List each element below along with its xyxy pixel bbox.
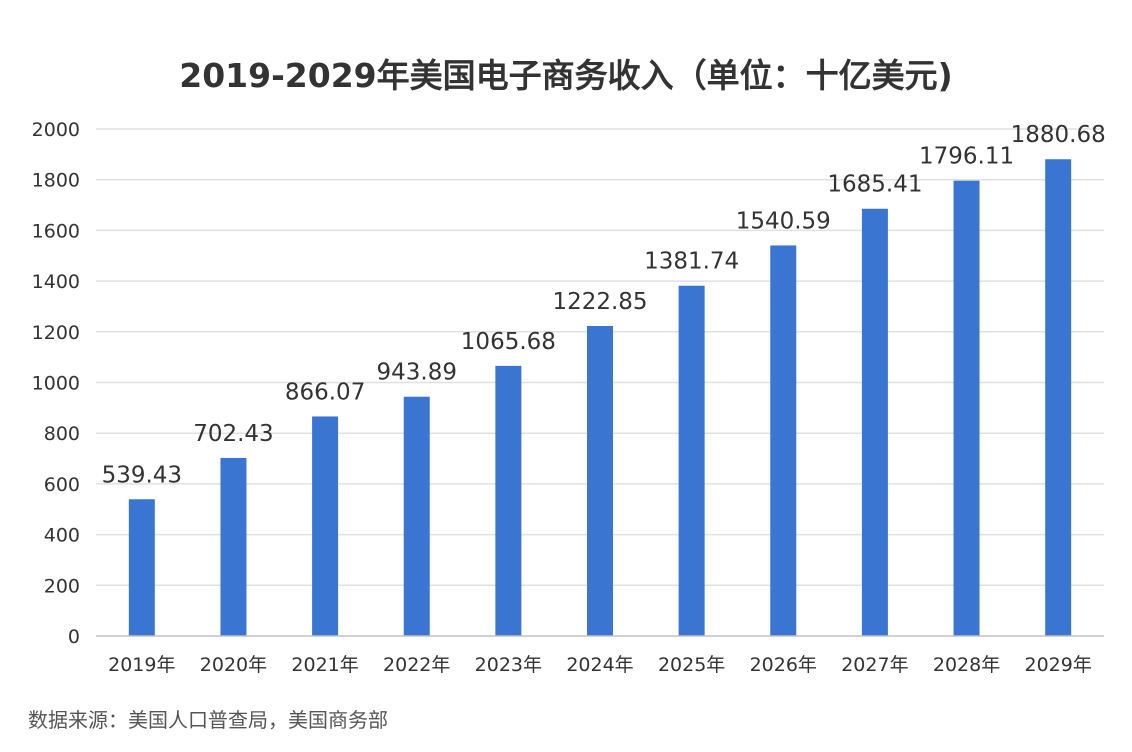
y-tick-label: 1600 xyxy=(32,220,80,242)
data-label: 1796.11 xyxy=(919,144,1014,170)
x-axis-tick-labels: 2019年 2020年 2021年 2022年 2023年 2024年 2025年 2026年… xyxy=(108,654,1092,676)
y-tick-label: 200 xyxy=(44,575,80,597)
bar xyxy=(678,285,705,636)
y-tick-label: 1200 xyxy=(32,322,80,344)
bar xyxy=(1045,159,1072,636)
y-axis-tick-labels: 0 200 400 600 800 1000 1200 1400 1600 1800 2000 xyxy=(32,119,80,648)
data-label: 1685.41 xyxy=(827,172,922,198)
data-label: 943.89 xyxy=(376,360,456,386)
x-tick-label: 2028年 xyxy=(933,654,1000,676)
y-tick-label: 2000 xyxy=(32,119,80,141)
bar xyxy=(953,180,980,637)
y-tick-label: 0 xyxy=(68,626,80,648)
x-tick-label: 2023年 xyxy=(475,654,542,676)
bar xyxy=(861,208,888,636)
data-label: 1381.74 xyxy=(644,249,739,275)
data-label: 1065.68 xyxy=(461,329,556,355)
x-tick-label: 2019年 xyxy=(108,654,175,676)
x-tick-label: 2022年 xyxy=(383,654,450,676)
bar xyxy=(220,457,247,636)
y-tick-label: 800 xyxy=(44,423,80,445)
bar xyxy=(403,396,430,636)
data-label: 702.43 xyxy=(193,421,273,447)
data-label: 1222.85 xyxy=(552,289,647,315)
x-tick-label: 2027年 xyxy=(841,654,908,676)
chart-title: 2019-2029年美国电子商务收入（单位：十亿美元) xyxy=(179,56,953,95)
data-label: 1880.68 xyxy=(1011,122,1106,148)
y-tick-label: 1800 xyxy=(32,170,80,192)
x-tick-label: 2020年 xyxy=(200,654,267,676)
data-label: 866.07 xyxy=(285,379,365,405)
bar xyxy=(312,416,339,636)
y-tick-label: 1000 xyxy=(32,373,80,395)
bars xyxy=(128,159,1072,637)
x-tick-label: 2025年 xyxy=(658,654,725,676)
x-tick-label: 2021年 xyxy=(291,654,358,676)
x-tick-label: 2029年 xyxy=(1025,654,1092,676)
x-tick-label: 2024年 xyxy=(566,654,633,676)
data-label: 1540.59 xyxy=(736,208,831,234)
bar xyxy=(495,365,522,636)
y-tick-label: 400 xyxy=(44,525,80,547)
bar xyxy=(770,245,797,636)
y-tick-label: 1400 xyxy=(32,271,80,293)
bar xyxy=(587,326,613,636)
bar xyxy=(128,499,155,636)
y-tick-label: 600 xyxy=(44,474,80,496)
source-note: 数据来源：美国人口普查局，美国商务部 xyxy=(28,708,388,732)
x-tick-label: 2026年 xyxy=(750,654,817,676)
data-label: 539.43 xyxy=(102,462,182,488)
